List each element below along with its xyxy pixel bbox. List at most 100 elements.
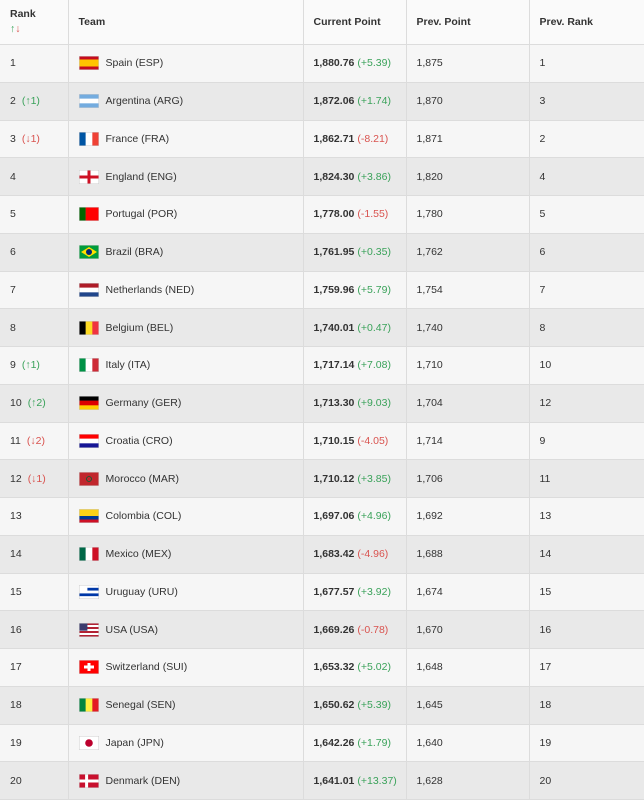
team-name: Switzerland (SUI) xyxy=(105,661,188,674)
prev-point: 1,645 xyxy=(406,686,530,725)
sort-up[interactable]: ↑ xyxy=(10,23,16,35)
prev-rank: 11 xyxy=(529,459,644,498)
rank: 20 xyxy=(10,774,22,787)
flag-part xyxy=(78,512,99,517)
flag-icon xyxy=(78,735,99,751)
prev-point: 1,704 xyxy=(406,384,530,423)
rank-header[interactable]: Rank ↑↓ xyxy=(0,0,69,45)
current-point-cell: 1,710.12 (+3.85) xyxy=(303,459,407,498)
table-row: 20 Denmark (DEN) 1,641.01 (+13.37) 1,628 20 xyxy=(0,761,644,800)
current-point: 1,862.71 xyxy=(313,132,355,145)
flag-part xyxy=(91,547,99,562)
current-point-cell: 1,761.95 (+0.35) xyxy=(303,233,407,272)
prev-rank: 9 xyxy=(529,422,644,461)
current-point-cell: 1,872.06 (+1.74) xyxy=(303,82,407,121)
flag-border xyxy=(78,547,99,562)
flag-icon xyxy=(78,131,99,146)
flag-part xyxy=(78,590,99,594)
flag-border xyxy=(78,358,99,373)
rank-header-label: Rank xyxy=(10,8,36,20)
flag-border xyxy=(78,660,99,675)
rank-cell: 6 xyxy=(0,233,69,272)
rank-cell: 11 (↓2) xyxy=(0,422,69,461)
prev-point: 1,688 xyxy=(406,535,530,574)
rank-cell: 16 xyxy=(0,610,69,649)
point-change: (+1.79) xyxy=(357,736,391,749)
table-row: 4 England (ENG) 1,824.30 (+3.86) 1,820 4 xyxy=(0,157,644,196)
flag-icon xyxy=(78,245,99,260)
current-point: 1,697.06 xyxy=(313,510,355,523)
point-change: (+3.86) xyxy=(357,170,391,183)
flag-part xyxy=(85,475,92,482)
prev-rank: 14 xyxy=(529,535,644,574)
current-point-cell: 1,641.01 (+13.37) xyxy=(303,761,407,800)
sort-down[interactable]: ↓ xyxy=(15,23,21,35)
flag-part xyxy=(85,207,93,222)
flag-part xyxy=(78,584,99,588)
team-cell: Colombia (COL) xyxy=(68,497,304,536)
prev-rank: 15 xyxy=(529,573,644,612)
point-change: (+4.96) xyxy=(357,510,391,523)
flag-part xyxy=(78,622,99,625)
rank: 10 xyxy=(10,397,22,410)
prev-point: 1,762 xyxy=(406,233,530,272)
team-name: Belgium (BEL) xyxy=(105,321,174,334)
current-point-cell: 1,862.71 (-8.21) xyxy=(303,120,407,159)
team-name: Mexico (MEX) xyxy=(105,547,172,560)
flag-part xyxy=(78,443,99,449)
header-row: Rank ↑↓ Team Current Point Prev. Point P… xyxy=(0,0,644,45)
flag-icon xyxy=(78,282,99,298)
prev-point: 1,692 xyxy=(406,497,530,536)
flag-part xyxy=(85,320,93,335)
point-change: (+5.02) xyxy=(357,661,391,674)
flag-border xyxy=(78,320,99,335)
flag-border xyxy=(78,245,99,260)
point-change: (-4.96) xyxy=(357,548,389,561)
team-name: Argentina (ARG) xyxy=(105,94,184,107)
current-point: 1,824.30 xyxy=(313,170,355,183)
rank-cell: 19 xyxy=(0,724,69,763)
flag-icon xyxy=(78,320,99,335)
team-cell: Italy (ITA) xyxy=(68,346,304,385)
current-point: 1,653.32 xyxy=(313,661,355,674)
flag-part xyxy=(83,665,94,669)
rank-cell: 8 xyxy=(0,308,69,347)
current-point: 1,641.01 xyxy=(313,774,355,787)
team-cell: Germany (GER) xyxy=(68,384,304,423)
flag-part xyxy=(78,282,99,288)
point-change: (-8.21) xyxy=(357,132,389,145)
flag-icon xyxy=(78,94,99,109)
rank: 11 xyxy=(10,434,21,447)
prev-point: 1,710 xyxy=(406,346,530,385)
rank-cell: 1 xyxy=(0,44,69,83)
team-cell: Uruguay (URU) xyxy=(68,573,304,612)
table-row: 18 Senegal (SEN) 1,650.62 (+5.39) 1,645 18 xyxy=(0,686,644,725)
current-point: 1,761.95 xyxy=(313,246,355,259)
prev-rank: 8 xyxy=(529,308,644,347)
flag-icon xyxy=(78,207,99,222)
team-cell: Switzerland (SUI) xyxy=(68,648,304,687)
point-change: (-1.55) xyxy=(357,208,389,221)
rank: 19 xyxy=(10,736,22,749)
rank: 7 xyxy=(10,283,16,296)
team-name: Netherlands (NED) xyxy=(105,283,195,296)
current-point: 1,872.06 xyxy=(313,95,355,108)
flag-part xyxy=(78,400,99,406)
current-point: 1,650.62 xyxy=(313,699,355,712)
point-change: (+3.85) xyxy=(357,472,391,485)
rank: 14 xyxy=(10,548,22,561)
rank: 3 xyxy=(10,132,16,145)
current-point-cell: 1,683.42 (-4.96) xyxy=(303,535,407,574)
flag-border xyxy=(78,773,99,788)
rank: 13 xyxy=(10,510,22,523)
flag-border xyxy=(78,396,99,411)
flag-border xyxy=(78,622,99,637)
point-change: (+0.35) xyxy=(357,246,391,259)
flag-part xyxy=(91,358,99,373)
current-point-cell: 1,824.30 (+3.86) xyxy=(303,157,407,196)
team-name: England (ENG) xyxy=(105,170,177,183)
rank-cell: 5 xyxy=(0,195,69,234)
prev-point: 1,740 xyxy=(406,308,530,347)
sort-icons[interactable]: ↑↓ xyxy=(10,22,67,37)
current-point-cell: 1,740.01 (+0.47) xyxy=(303,308,407,347)
